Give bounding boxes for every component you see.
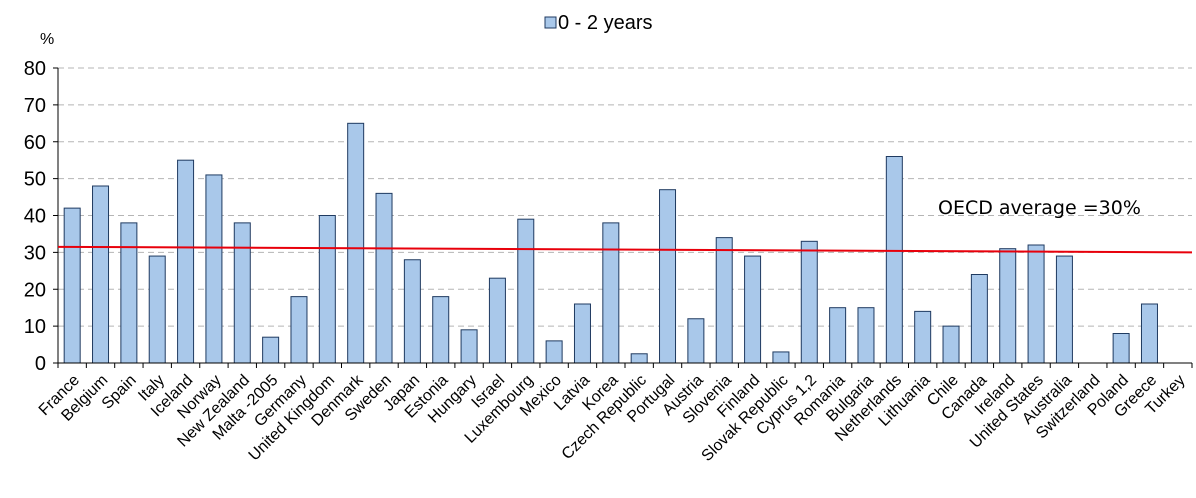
bar [687,318,705,364]
bar [318,215,336,364]
bar [233,222,251,364]
bar [885,156,903,364]
bar [715,237,733,364]
bar [1027,244,1045,364]
x-axis: FranceBelgiumSpainItalyIcelandNorwayNew … [36,362,1193,465]
legend-label: 0 - 2 years [558,12,652,34]
legend-swatch [544,16,557,29]
bar [403,259,421,364]
bar [1112,333,1130,364]
bar [573,303,591,364]
average-label: OECD average =30% [938,197,1141,219]
bar [829,307,847,364]
bar [177,159,195,364]
y-axis: 0 10 20 30 40 50 60 70 80 [24,58,59,375]
legend: 0 - 2 years [544,12,652,34]
bar [942,325,960,364]
bar [290,296,308,364]
bar [432,296,450,364]
bar [375,192,393,364]
bar [120,222,138,364]
bar [914,310,932,364]
bar [545,340,563,364]
y-tick-label: 80 [24,58,46,80]
bar [148,255,166,364]
y-tick-label: 40 [24,206,46,228]
bar [602,222,620,364]
bar [205,174,223,364]
bar [800,240,818,364]
bar [1055,255,1073,364]
bar [999,248,1017,364]
bar [262,336,280,364]
average-line [57,245,1193,254]
bar [970,274,988,364]
y-tick-label: 70 [24,95,46,117]
y-unit-label: % [40,31,54,48]
bar [460,329,478,364]
bar [517,218,535,364]
bar [63,207,81,364]
y-tick-label: 30 [24,242,46,264]
bar [1140,303,1158,364]
bar [772,351,790,364]
y-tick-label: 50 [24,169,46,191]
y-tick-label: 20 [24,279,46,301]
y-tick-label: 0 [35,353,46,375]
bar [488,277,506,364]
bar [857,307,875,364]
y-tick-label: 60 [24,132,46,154]
bar [659,189,677,364]
bar [630,353,648,364]
bars [63,122,1158,364]
oecd-average-line [57,245,1193,254]
y-tick-label: 10 [24,316,46,338]
bar [92,185,110,364]
bar [744,255,762,364]
bar [347,122,365,364]
